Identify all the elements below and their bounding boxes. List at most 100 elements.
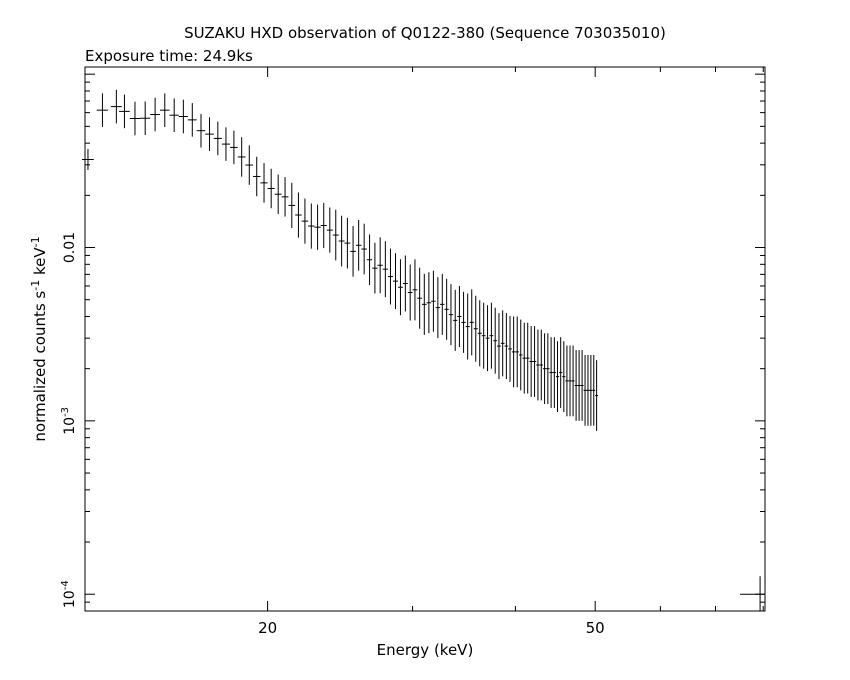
- data-point: [119, 94, 130, 129]
- data-point: [407, 264, 413, 321]
- data-point: [473, 295, 478, 362]
- data-point: [237, 137, 246, 177]
- data-point: [402, 255, 408, 312]
- data-point: [515, 316, 519, 388]
- y-tick-exponent: -3: [60, 407, 71, 417]
- data-point: [320, 202, 327, 249]
- data-point: [267, 168, 275, 209]
- data-point: [489, 302, 494, 369]
- data-point: [493, 307, 498, 374]
- data-point: [178, 99, 188, 134]
- data-point: [461, 291, 466, 353]
- data-point: [366, 234, 373, 286]
- data-point: [361, 223, 367, 275]
- y-axis-label-sup2: -1: [29, 236, 42, 247]
- data-point: [508, 315, 512, 382]
- data-point: [595, 360, 599, 431]
- y-tick-label: 10-3: [60, 407, 78, 435]
- data-point: [481, 302, 486, 369]
- data-point: [465, 293, 470, 360]
- data-point: [326, 207, 333, 253]
- data-point: [589, 354, 593, 426]
- data-point: [546, 333, 550, 405]
- data-point: [583, 354, 587, 426]
- data-point: [559, 337, 563, 408]
- data-point: [338, 215, 345, 267]
- data-point: [453, 289, 458, 351]
- data-point: [301, 198, 309, 244]
- y-tick-mantissa: 10: [62, 590, 78, 608]
- data-point: [542, 333, 547, 405]
- data-point: [421, 273, 427, 335]
- data-point: [565, 345, 569, 417]
- data-point: [426, 272, 432, 334]
- y-tick-mantissa: 0.01: [62, 232, 78, 263]
- data-point: [568, 345, 572, 417]
- data-point: [417, 267, 422, 329]
- y-axis-label-sup1: -1: [29, 280, 42, 291]
- data-point: [260, 163, 268, 203]
- x-axis-label: Energy (keV): [377, 641, 474, 659]
- data-point: [159, 93, 170, 127]
- data-point: [518, 319, 523, 391]
- data-point: [372, 242, 378, 294]
- data-point: [586, 354, 590, 426]
- data-point: [435, 277, 441, 339]
- data-point: [281, 177, 289, 217]
- data-point: [522, 322, 526, 394]
- data-point: [457, 285, 462, 348]
- plot-frame: [84, 66, 766, 612]
- data-point: [532, 326, 537, 397]
- data-point: [295, 192, 302, 238]
- data-point: [382, 241, 388, 298]
- data-point: [245, 145, 254, 185]
- y-axis-label-main: normalized counts s: [31, 291, 49, 442]
- y-axis-label-mid: keV: [31, 247, 49, 280]
- data-point: [377, 237, 383, 294]
- data-point: [485, 305, 490, 372]
- data-point: [355, 219, 362, 271]
- data-point: [529, 326, 533, 397]
- data-point: [332, 209, 339, 261]
- data-point: [205, 117, 214, 151]
- data-point: [308, 203, 315, 249]
- axis-ticks: [85, 67, 765, 612]
- x-tick-label: 50: [586, 619, 605, 637]
- data-point: [140, 101, 151, 136]
- data-point: [497, 313, 501, 380]
- y-tick-label: 0.01: [62, 232, 78, 263]
- data-point: [253, 156, 261, 197]
- y-axis-label: normalized counts s-1 keV-1: [29, 236, 49, 441]
- data-point: [552, 337, 556, 408]
- data-point: [221, 127, 230, 161]
- data-point: [574, 350, 578, 421]
- data-point: [477, 300, 482, 367]
- data-point: [504, 313, 509, 380]
- tick-labels: 20 50 0.01 10-3 10-4: [60, 232, 605, 637]
- data-point: [469, 289, 474, 356]
- data-points: [82, 89, 765, 611]
- data-point: [110, 89, 122, 124]
- data-point: [412, 259, 418, 321]
- x-tick-label: 20: [258, 619, 277, 637]
- data-point: [549, 337, 553, 408]
- data-point: [555, 341, 560, 412]
- data-point: [274, 174, 282, 214]
- data-point: [82, 148, 94, 171]
- data-point: [96, 93, 109, 127]
- y-tick-exponent: -4: [60, 580, 71, 590]
- data-point: [500, 310, 505, 377]
- data-point: [213, 121, 222, 156]
- data-point: [431, 270, 436, 332]
- data-point: [577, 350, 581, 421]
- data-point: [440, 273, 445, 335]
- data-point: [525, 322, 530, 394]
- data-point: [350, 226, 356, 277]
- data-point: [592, 354, 596, 426]
- exposure-label: Exposure time: 24.9ks: [85, 47, 253, 65]
- data-point: [448, 284, 454, 346]
- data-point: [392, 253, 398, 310]
- data-point: [571, 345, 575, 417]
- data-point: [169, 98, 179, 132]
